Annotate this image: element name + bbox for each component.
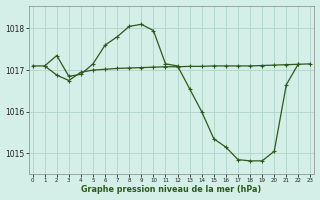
X-axis label: Graphe pression niveau de la mer (hPa): Graphe pression niveau de la mer (hPa) [81, 185, 262, 194]
